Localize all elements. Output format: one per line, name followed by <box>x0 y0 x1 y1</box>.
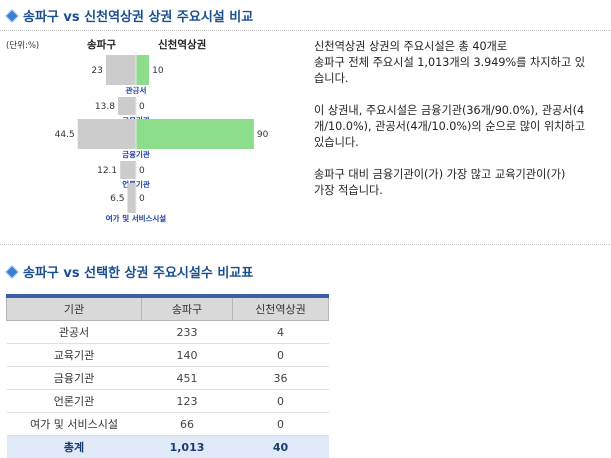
cell-sincheon: 36 <box>233 367 329 390</box>
unit-label: (단위:%) <box>6 40 39 51</box>
header-facility: 기관 <box>7 298 142 321</box>
cell-facility: 관공서 <box>7 321 142 344</box>
value-label-sincheon: 0 <box>139 166 145 176</box>
table-header-row: 기관 송파구 신천역상권 <box>7 298 329 321</box>
bar-sincheon <box>136 119 254 149</box>
section-title-text: 송파구 vs 신천역상권 상권 주요시설 비교 <box>23 6 253 25</box>
cell-facility: 여가 및 서비스시설 <box>7 413 142 436</box>
header-sincheon: 신천역상권 <box>233 298 329 321</box>
bar-songpa <box>106 55 136 85</box>
cell-total-sincheon: 40 <box>233 436 329 458</box>
section-title-text: 송파구 vs 선택한 상권 주요시설수 비교표 <box>23 262 253 281</box>
facility-count-table: 기관 송파구 신천역상권 관공서 233 4 교육기관 140 0 금융기관 4… <box>6 298 329 458</box>
value-label-songpa: 13.8 <box>95 102 115 112</box>
cell-songpa: 123 <box>142 390 233 413</box>
diamond-bullet-icon <box>6 266 17 277</box>
bar-songpa <box>78 119 136 149</box>
header-songpa: 송파구 <box>142 298 233 321</box>
value-label-songpa: 12.1 <box>97 166 117 176</box>
legend-sincheon: 신천역상권 <box>158 38 206 51</box>
section-title-table: 송파구 vs 선택한 상권 주요시설수 비교표 <box>6 262 253 281</box>
value-label-sincheon: 0 <box>139 194 145 204</box>
cell-songpa: 233 <box>142 321 233 344</box>
value-label-songpa: 44.5 <box>55 130 75 140</box>
description-paragraph-3: 송파구 대비 금융기관이(가) 가장 많고 교육기관이(가) 가장 적습니다. <box>314 167 609 199</box>
bar-songpa <box>127 183 136 213</box>
bar-sincheon <box>136 55 149 85</box>
table-row: 금융기관 451 36 <box>7 367 329 390</box>
facility-comparison-chart: (단위:%)송파구신천역상권2310관공서13.80교육기관44.590금융기관… <box>0 30 305 225</box>
value-label-sincheon: 90 <box>257 130 269 140</box>
cell-songpa: 451 <box>142 367 233 390</box>
cell-songpa: 66 <box>142 413 233 436</box>
value-label-songpa: 23 <box>91 66 102 76</box>
description-paragraph-2: 이 상권내, 주요시설은 금융기관(36개/90.0%), 관공서(4 개/10… <box>314 103 609 151</box>
cell-sincheon: 0 <box>233 390 329 413</box>
section-title-comparison: 송파구 vs 신천역상권 상권 주요시설 비교 <box>6 6 253 25</box>
cell-sincheon: 0 <box>233 413 329 436</box>
cell-facility: 언론기관 <box>7 390 142 413</box>
bar-songpa <box>118 97 136 115</box>
value-label-sincheon: 0 <box>139 102 145 112</box>
chart-description: 신천역상권 상권의 주요시설은 총 40개로 송파구 전체 주요시설 1,013… <box>314 39 609 215</box>
description-paragraph-1: 신천역상권 상권의 주요시설은 총 40개로 송파구 전체 주요시설 1,013… <box>314 39 609 87</box>
diamond-bullet-icon <box>6 10 17 21</box>
cell-total-label: 총계 <box>7 436 142 458</box>
table-row: 언론기관 123 0 <box>7 390 329 413</box>
cell-facility: 금융기관 <box>7 367 142 390</box>
legend-songpa: 송파구 <box>87 38 116 51</box>
bar-songpa <box>120 161 136 179</box>
table-row: 관공서 233 4 <box>7 321 329 344</box>
cell-total-songpa: 1,013 <box>142 436 233 458</box>
cell-sincheon: 0 <box>233 344 329 367</box>
value-label-sincheon: 10 <box>152 66 164 76</box>
value-label-songpa: 6.5 <box>110 194 124 204</box>
table-row: 교육기관 140 0 <box>7 344 329 367</box>
cell-facility: 교육기관 <box>7 344 142 367</box>
cell-sincheon: 4 <box>233 321 329 344</box>
table-row: 여가 및 서비스시설 66 0 <box>7 413 329 436</box>
cell-songpa: 140 <box>142 344 233 367</box>
table-total-row: 총계 1,013 40 <box>7 436 329 458</box>
divider <box>0 244 611 245</box>
